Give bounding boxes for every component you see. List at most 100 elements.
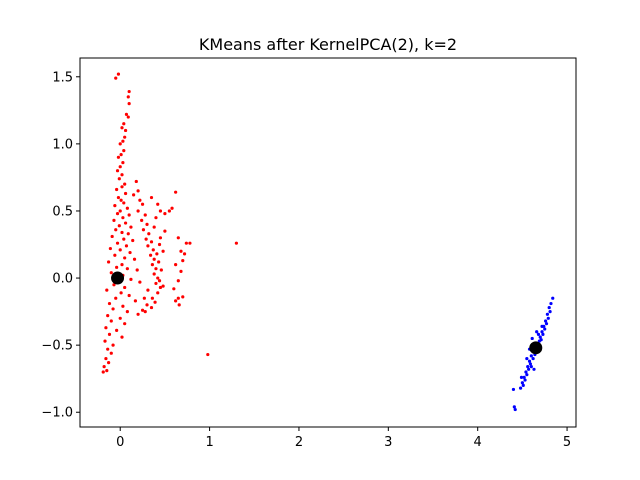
scatter-point-s0-64 <box>105 288 109 292</box>
chart-title: KMeans after KernelPCA(2), k=2 <box>199 35 457 54</box>
scatter-point-s0-2 <box>127 89 131 94</box>
points-layer <box>101 72 555 412</box>
scatter-point-s0-82 <box>111 343 115 347</box>
scatter-point-s0-89 <box>101 370 105 374</box>
scatter-point-s0-125 <box>170 206 174 210</box>
scatter-point-s0-151 <box>176 296 180 300</box>
scatter-point-s1-41 <box>540 324 544 328</box>
scatter-point-s0-81 <box>103 339 107 343</box>
scatter-point-s0-137 <box>153 300 157 304</box>
scatter-point-s0-23 <box>115 187 119 192</box>
scatter-point-s0-126 <box>154 216 158 220</box>
scatter-point-s0-40 <box>126 232 130 236</box>
scatter-point-s0-54 <box>115 265 119 269</box>
scatter-point-s0-73 <box>106 314 110 318</box>
scatter-point-s0-85 <box>104 356 108 361</box>
scatter-point-s0-0 <box>116 72 121 76</box>
scatter-point-s0-117 <box>136 312 140 316</box>
scatter-point-s1-4 <box>545 312 550 316</box>
scatter-point-s0-30 <box>118 209 122 213</box>
y-tick-label-1: −0.5 <box>41 339 73 354</box>
scatter-point-s0-44 <box>115 241 120 245</box>
scatter-point-s0-94 <box>140 202 145 206</box>
scatter-point-s0-87 <box>102 365 106 369</box>
scatter-point-s0-104 <box>151 248 155 252</box>
scatter-point-s0-6 <box>126 115 130 119</box>
scatter-point-s0-17 <box>118 165 122 169</box>
scatter-point-s0-29 <box>125 206 129 210</box>
x-tick-label-1: 1 <box>205 435 213 450</box>
scatter-point-s0-46 <box>108 246 112 251</box>
scatter-point-s0-71 <box>111 307 115 311</box>
scatter-point-s0-43 <box>131 238 135 243</box>
scatter-point-s1-33 <box>511 387 516 392</box>
scatter-point-s0-49 <box>113 253 117 257</box>
scatter-point-s0-131 <box>161 249 165 253</box>
scatter-point-s0-83 <box>106 347 110 351</box>
scatter-point-s0-129 <box>163 229 167 233</box>
scatter-point-s0-99 <box>141 228 146 232</box>
scatter-point-s0-20 <box>117 177 121 181</box>
scatter-point-s0-31 <box>115 212 120 216</box>
centroid-marker-1 <box>529 341 543 355</box>
scatter-point-s0-139 <box>143 310 147 314</box>
scatter-point-s0-1 <box>114 76 118 80</box>
scatter-point-s0-60 <box>129 277 133 281</box>
scatter-point-s0-41 <box>110 234 114 239</box>
scatter-point-s0-132 <box>157 260 161 264</box>
scatter-point-s0-135 <box>161 284 165 288</box>
scatter-point-s0-78 <box>115 328 119 332</box>
scatter-point-s0-110 <box>156 276 160 280</box>
scatter-point-s0-115 <box>145 303 149 307</box>
scatter-point-s0-102 <box>149 240 154 244</box>
scatter-point-s0-4 <box>127 102 131 106</box>
scatter-point-s0-140 <box>174 190 178 194</box>
scatter-point-s1-7 <box>544 322 549 326</box>
scatter-point-s0-69 <box>107 301 112 306</box>
scatter-point-s0-9 <box>123 128 128 133</box>
scatter-point-s0-122 <box>158 209 163 213</box>
scatter-point-s0-68 <box>133 299 138 303</box>
scatter-point-s0-48 <box>128 250 132 255</box>
scatter-point-s0-90 <box>134 179 138 184</box>
scatter-point-s1-38 <box>530 336 534 341</box>
scatter-point-s0-127 <box>152 225 156 229</box>
scatter-point-s0-96 <box>143 213 147 217</box>
scatter-point-s0-10 <box>123 135 127 139</box>
scatter-point-s0-14 <box>119 153 123 157</box>
scatter-point-s0-63 <box>123 285 127 290</box>
scatter-point-s0-57 <box>109 271 113 275</box>
scatter-point-s0-45 <box>124 244 129 248</box>
scatter-point-s0-16 <box>121 161 125 165</box>
scatter-point-s1-37 <box>535 330 539 334</box>
scatter-point-s0-42 <box>122 237 126 241</box>
scatter-point-s0-153 <box>177 303 181 307</box>
scatter-point-s0-92 <box>138 198 142 202</box>
scatter-point-s0-12 <box>118 142 122 146</box>
y-tick-label-5: 1.5 <box>52 70 73 85</box>
scatter-point-s0-97 <box>140 218 144 222</box>
scatter-point-s0-124 <box>167 209 171 213</box>
scatter-point-s0-21 <box>123 182 127 186</box>
centroid-marker-0 <box>111 271 125 285</box>
scatter-point-s0-144 <box>181 259 185 263</box>
scatter-point-s0-152 <box>174 299 178 303</box>
scatter-point-s1-24 <box>526 365 530 369</box>
scatter-point-s1-30 <box>520 381 524 385</box>
scatter-point-s1-14 <box>537 339 541 343</box>
scatter-point-s0-70 <box>121 304 125 308</box>
scatter-point-s1-10 <box>540 330 544 334</box>
scatter-point-s1-32 <box>518 386 523 390</box>
scatter-point-s0-62 <box>112 283 116 287</box>
scatter-point-s0-142 <box>174 263 178 267</box>
scatter-point-s1-25 <box>527 367 531 371</box>
scatter-point-s0-15 <box>116 155 121 159</box>
scatter-point-s0-55 <box>125 267 129 271</box>
scatter-point-s0-138 <box>149 305 154 310</box>
scatter-point-s0-134 <box>157 279 162 283</box>
scatter-point-s0-80 <box>120 335 124 339</box>
scatter-point-s0-33 <box>121 216 125 220</box>
scatter-point-s1-34 <box>512 405 516 409</box>
x-axis: 0 1 2 3 4 5 <box>116 427 571 450</box>
